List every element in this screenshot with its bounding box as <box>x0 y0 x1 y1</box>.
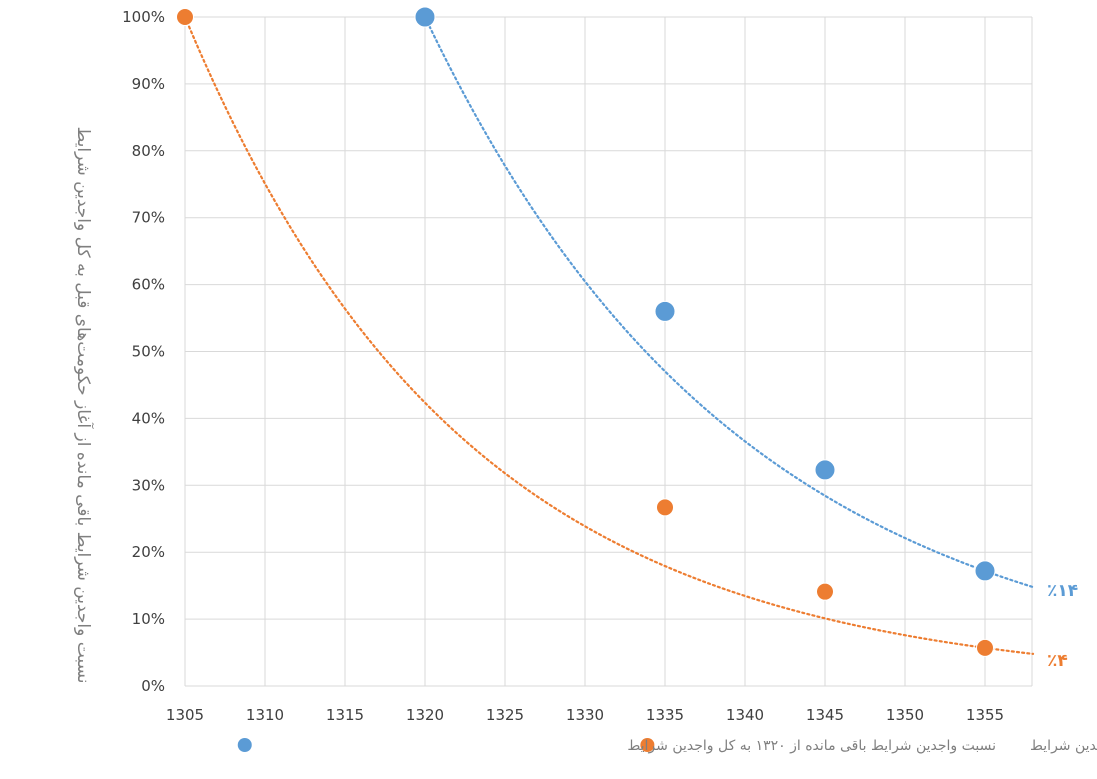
data-points <box>176 6 996 657</box>
y-tick-label: 70% <box>132 209 165 227</box>
data-point <box>974 560 996 582</box>
x-tick-label: 1305 <box>166 706 204 724</box>
y-tick-label: 30% <box>132 476 165 494</box>
y-axis-title: نسبت واجدین شرایط باقی مانده از آغاز حکو… <box>73 127 95 684</box>
y-tick-label: 0% <box>141 677 165 695</box>
data-point <box>654 300 676 322</box>
legend: نسبت واجدین شرایط باقی مانده از ۱۳۰۵ به … <box>237 738 1097 754</box>
legend-label: نسبت واجدین شرایط باقی مانده از ۱۳۰۵ به … <box>1030 738 1097 754</box>
y-tick-label: 80% <box>132 142 165 160</box>
x-tick-label: 1320 <box>406 706 444 724</box>
data-point <box>976 638 994 657</box>
trend-end-label: ٪۱۴ <box>1047 581 1078 601</box>
x-tick-label: 1355 <box>966 706 1004 724</box>
trendlines <box>183 15 1035 655</box>
y-tick-label: 90% <box>132 75 165 93</box>
axes: 0% 10% 20% 30% 40% 50% 60% 70% 80% 90% 100% 1305 131… <box>122 8 1004 724</box>
y-tick-label: 10% <box>132 610 165 628</box>
y-tick-label: 100% <box>122 8 165 26</box>
trend-end-label: ٪۴ <box>1047 651 1068 671</box>
x-tick-label: 1345 <box>806 706 844 724</box>
trendline <box>423 15 1035 589</box>
x-tick-label: 1330 <box>566 706 604 724</box>
x-tick-label: 1310 <box>246 706 284 724</box>
x-tick-label: 1325 <box>486 706 524 724</box>
legend-label: نسبت واجدین شرایط باقی مانده از ۱۳۲۰ به … <box>627 738 996 754</box>
data-point <box>814 459 836 481</box>
y-tick-label: 50% <box>132 343 165 361</box>
data-point <box>656 498 674 517</box>
x-tick-label: 1340 <box>726 706 764 724</box>
y-tick-label: 20% <box>132 543 165 561</box>
trendline <box>183 15 1035 655</box>
x-tick-label: 1315 <box>326 706 364 724</box>
y-tick-label: 60% <box>132 276 165 294</box>
x-tick-label: 1350 <box>886 706 924 724</box>
legend-marker <box>640 738 655 752</box>
legend-marker <box>237 738 252 752</box>
labels: ٪۱۴ ٪۴ <box>1047 581 1078 671</box>
data-point <box>816 582 834 601</box>
y-tick-label: 40% <box>132 409 165 427</box>
x-tick-label: 1335 <box>646 706 684 724</box>
data-point <box>414 6 436 28</box>
data-point <box>176 8 194 26</box>
grid <box>184 16 1033 687</box>
